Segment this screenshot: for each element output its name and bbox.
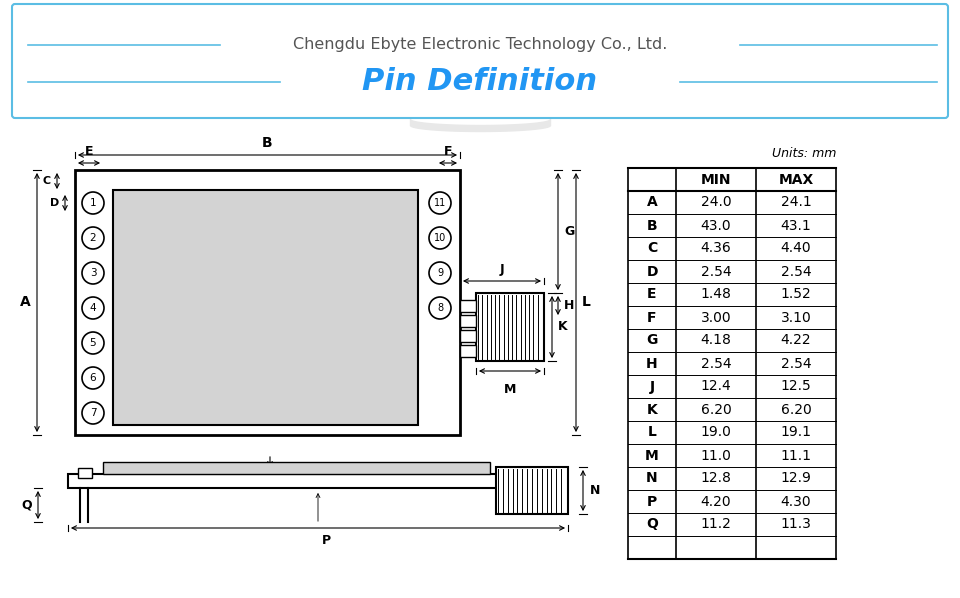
Circle shape [82, 402, 104, 424]
Bar [113, 190, 418, 425]
Text: 11.2: 11.2 [701, 517, 732, 532]
Text: 19.1: 19.1 [780, 426, 811, 440]
Text: 43.0: 43.0 [701, 218, 732, 233]
Text: 9: 9 [437, 268, 444, 278]
Text: N: N [590, 484, 600, 497]
Text: N: N [646, 471, 658, 486]
Text: 11.0: 11.0 [701, 448, 732, 462]
Text: 24.1: 24.1 [780, 196, 811, 209]
Text: M: M [645, 448, 659, 462]
Text: Pin Definition: Pin Definition [363, 68, 597, 96]
Bar [460, 345, 476, 357]
Text: P: P [647, 495, 658, 508]
Text: 5: 5 [89, 338, 96, 348]
Circle shape [82, 192, 104, 214]
Text: 4.18: 4.18 [701, 334, 732, 347]
Bar [103, 462, 490, 474]
Text: 6: 6 [89, 373, 96, 383]
Circle shape [82, 297, 104, 319]
Text: Units: mm: Units: mm [772, 147, 836, 160]
Circle shape [82, 227, 104, 249]
Bar [496, 467, 568, 514]
Text: B: B [262, 136, 273, 150]
Circle shape [429, 262, 451, 284]
Text: E: E [84, 145, 93, 158]
Text: B: B [647, 218, 658, 233]
Text: A: A [647, 196, 658, 209]
Text: 2.54: 2.54 [780, 264, 811, 279]
Text: 12.5: 12.5 [780, 380, 811, 393]
Text: 4.22: 4.22 [780, 334, 811, 347]
Text: P: P [322, 534, 331, 547]
Text: 3.10: 3.10 [780, 310, 811, 325]
Text: Q: Q [21, 499, 32, 511]
Text: MAX: MAX [779, 172, 814, 187]
Bar [460, 315, 476, 327]
Circle shape [82, 332, 104, 354]
Text: 12.9: 12.9 [780, 471, 811, 486]
Text: 2.54: 2.54 [701, 264, 732, 279]
Text: 43.1: 43.1 [780, 218, 811, 233]
Text: 2: 2 [89, 233, 96, 243]
Text: D: D [646, 264, 658, 279]
Bar [460, 330, 476, 342]
Text: H: H [646, 356, 658, 371]
Text: A: A [20, 295, 31, 310]
Text: J: J [649, 380, 655, 393]
Text: 12.4: 12.4 [701, 380, 732, 393]
Text: 19.0: 19.0 [701, 426, 732, 440]
Text: F: F [444, 145, 452, 158]
Text: 2.54: 2.54 [701, 356, 732, 371]
Text: Q: Q [646, 517, 658, 532]
Text: 4.20: 4.20 [701, 495, 732, 508]
Bar [68, 474, 500, 488]
Text: MIN: MIN [701, 172, 732, 187]
Text: H: H [564, 299, 574, 312]
Bar [476, 293, 544, 361]
Text: C: C [647, 242, 658, 255]
Text: 6.20: 6.20 [780, 402, 811, 416]
Circle shape [429, 227, 451, 249]
Text: F: F [647, 310, 657, 325]
Text: 10: 10 [434, 233, 446, 243]
Text: 1.48: 1.48 [701, 288, 732, 301]
Text: M: M [504, 383, 516, 396]
Text: 24.0: 24.0 [701, 196, 732, 209]
Text: L: L [582, 295, 590, 310]
Text: 4.36: 4.36 [701, 242, 732, 255]
Bar [460, 300, 476, 312]
Circle shape [429, 192, 451, 214]
Text: K: K [647, 402, 658, 416]
Text: 4.30: 4.30 [780, 495, 811, 508]
Text: 3.00: 3.00 [701, 310, 732, 325]
Text: 4.40: 4.40 [780, 242, 811, 255]
Text: 12.8: 12.8 [701, 471, 732, 486]
Text: J: J [500, 263, 504, 276]
Text: E: E [647, 288, 657, 301]
Text: 11.1: 11.1 [780, 448, 811, 462]
Bar [75, 170, 460, 435]
Text: 1: 1 [89, 198, 96, 208]
Circle shape [82, 262, 104, 284]
Text: 6.20: 6.20 [701, 402, 732, 416]
Circle shape [82, 367, 104, 389]
Text: 8: 8 [437, 303, 444, 313]
Text: 7: 7 [89, 408, 96, 418]
Text: G: G [564, 225, 574, 238]
Text: 2.54: 2.54 [780, 356, 811, 371]
Bar [78, 468, 92, 478]
Text: 1.52: 1.52 [780, 288, 811, 301]
Text: K: K [558, 321, 567, 334]
Text: 11.3: 11.3 [780, 517, 811, 532]
Circle shape [429, 297, 451, 319]
Text: G: G [646, 334, 658, 347]
Text: Chengdu Ebyte Electronic Technology Co., Ltd.: Chengdu Ebyte Electronic Technology Co.,… [293, 38, 667, 53]
Text: D: D [50, 198, 59, 208]
FancyBboxPatch shape [12, 4, 948, 118]
Text: L: L [648, 426, 657, 440]
Text: C: C [43, 176, 51, 186]
Text: 4: 4 [89, 303, 96, 313]
Text: 11: 11 [434, 198, 446, 208]
Text: 3: 3 [89, 268, 96, 278]
